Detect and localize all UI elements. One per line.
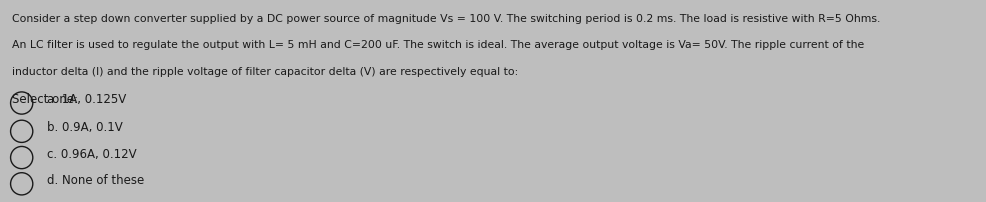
Text: Select one:: Select one:: [12, 93, 78, 106]
Text: a. 1A, 0.125V: a. 1A, 0.125V: [47, 93, 126, 106]
Text: b. 0.9A, 0.1V: b. 0.9A, 0.1V: [47, 121, 123, 134]
Text: c. 0.96A, 0.12V: c. 0.96A, 0.12V: [47, 147, 137, 161]
Text: An LC filter is used to regulate the output with L= 5 mH and C=200 uF. The switc: An LC filter is used to regulate the out…: [12, 40, 864, 50]
Text: d. None of these: d. None of these: [47, 174, 145, 187]
Text: Consider a step down converter supplied by a DC power source of magnitude Vs = 1: Consider a step down converter supplied …: [12, 14, 880, 24]
Text: inductor delta (I) and the ripple voltage of filter capacitor delta (V) are resp: inductor delta (I) and the ripple voltag…: [12, 67, 518, 77]
